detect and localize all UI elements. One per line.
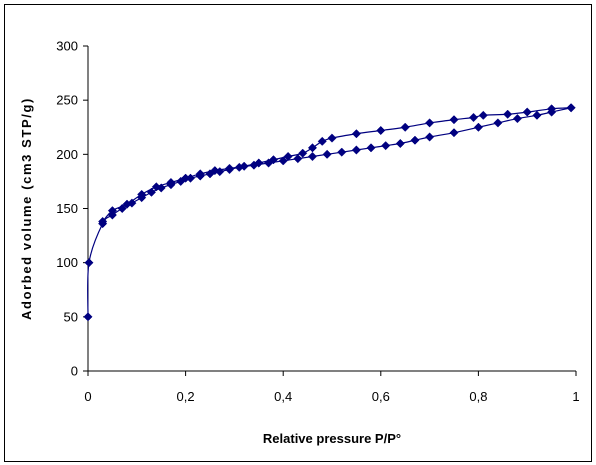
data-point-marker xyxy=(293,154,303,164)
data-point-marker xyxy=(151,182,161,192)
data-point-marker xyxy=(400,122,410,132)
data-point-marker xyxy=(366,143,376,153)
data-point-marker xyxy=(473,122,483,132)
data-point-marker xyxy=(195,169,205,179)
data-point-marker xyxy=(566,103,576,113)
data-point-marker xyxy=(493,118,503,128)
x-tick-label: 0,8 xyxy=(469,389,487,404)
x-axis-label: Relative pressure P/P° xyxy=(263,431,401,446)
data-point-marker xyxy=(351,129,361,139)
data-point-marker xyxy=(298,148,308,158)
data-point-marker xyxy=(547,104,557,114)
data-point-marker xyxy=(122,199,132,209)
data-point-marker xyxy=(351,145,361,155)
y-tick-label: 250 xyxy=(56,93,78,108)
x-tick-label: 0,6 xyxy=(372,389,390,404)
data-point-marker xyxy=(512,114,522,124)
axes: 0 50 100 150 200 250 300 0 0,2 0,4 0,6 0,8 1 xyxy=(56,39,579,405)
x-tick-label: 0 xyxy=(84,389,91,404)
data-point-marker xyxy=(395,138,405,149)
y-tick-label: 100 xyxy=(56,255,78,270)
series-line-2 xyxy=(102,107,572,222)
x-tick-label: 0,2 xyxy=(177,389,195,404)
data-point-marker xyxy=(381,141,391,151)
data-point-marker xyxy=(425,118,435,128)
data-point-marker xyxy=(468,112,479,123)
y-tick-label: 200 xyxy=(56,147,78,162)
data-point-marker xyxy=(224,163,235,173)
series-layer xyxy=(83,103,576,322)
data-point-marker xyxy=(503,109,513,119)
y-tick-label: 150 xyxy=(56,201,78,216)
chart-area: 0 50 100 150 200 250 300 0 0,2 0,4 0,6 0,8 1 Relativ… xyxy=(4,4,592,462)
data-point-marker xyxy=(181,173,191,183)
y-tick-label: 0 xyxy=(71,364,78,379)
data-point-marker xyxy=(278,156,288,166)
data-point-marker xyxy=(254,158,264,168)
data-point-marker xyxy=(532,110,542,120)
data-point-marker xyxy=(98,216,108,227)
data-point-marker xyxy=(210,166,220,176)
data-point-marker xyxy=(239,161,249,171)
data-point-marker xyxy=(327,133,337,143)
data-point-marker xyxy=(83,312,93,322)
data-point-marker xyxy=(376,125,386,136)
data-point-marker xyxy=(84,258,94,268)
data-point-marker xyxy=(449,115,459,125)
data-point-marker xyxy=(410,135,420,145)
y-tick-label: 50 xyxy=(64,309,78,324)
x-tick-label: 1 xyxy=(572,389,579,404)
data-point-marker xyxy=(425,132,435,142)
data-point-marker xyxy=(317,136,327,146)
y-tick-label: 300 xyxy=(56,39,78,54)
data-point-marker xyxy=(166,177,176,188)
data-point-marker xyxy=(268,155,278,165)
x-tick-label: 0,4 xyxy=(274,389,292,404)
data-point-marker xyxy=(337,147,347,157)
data-point-marker xyxy=(307,143,318,153)
data-point-marker xyxy=(322,149,332,159)
data-point-marker xyxy=(478,110,488,120)
data-point-marker xyxy=(449,128,459,138)
data-point-marker xyxy=(137,189,147,199)
data-point-marker xyxy=(522,107,532,117)
y-axis-label: Adorbed volume (cm3 STP/g) xyxy=(19,97,34,320)
data-point-marker xyxy=(283,151,293,162)
isotherm-chart: 0 50 100 150 200 250 300 0 0,2 0,4 0,6 0,8 1 Relativ… xyxy=(19,39,580,447)
data-point-marker xyxy=(107,206,117,216)
data-point-marker xyxy=(307,151,318,162)
